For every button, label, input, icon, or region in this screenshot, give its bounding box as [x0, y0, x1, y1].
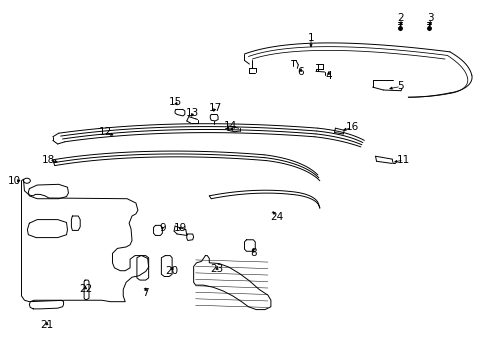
Text: 15: 15	[168, 96, 182, 107]
Text: 10: 10	[8, 176, 21, 186]
Text: 12: 12	[98, 127, 112, 138]
Text: 17: 17	[208, 103, 222, 113]
Text: 3: 3	[426, 13, 433, 23]
Text: 2: 2	[397, 13, 404, 23]
Text: 18: 18	[42, 155, 56, 165]
Text: 11: 11	[396, 155, 410, 165]
Text: 8: 8	[249, 248, 256, 258]
Text: 13: 13	[185, 108, 199, 118]
Text: 5: 5	[397, 81, 404, 91]
Text: 14: 14	[224, 121, 237, 131]
Text: 22: 22	[79, 284, 92, 294]
Text: 23: 23	[210, 264, 224, 274]
Text: 6: 6	[296, 67, 303, 77]
Text: 1: 1	[307, 33, 314, 43]
Text: 24: 24	[269, 212, 283, 222]
Text: 16: 16	[345, 122, 358, 132]
Text: 4: 4	[325, 71, 331, 81]
Text: 7: 7	[142, 288, 149, 298]
Text: 19: 19	[173, 222, 186, 233]
Text: 9: 9	[159, 222, 165, 233]
Text: 20: 20	[165, 266, 178, 276]
Text: 21: 21	[40, 320, 54, 330]
